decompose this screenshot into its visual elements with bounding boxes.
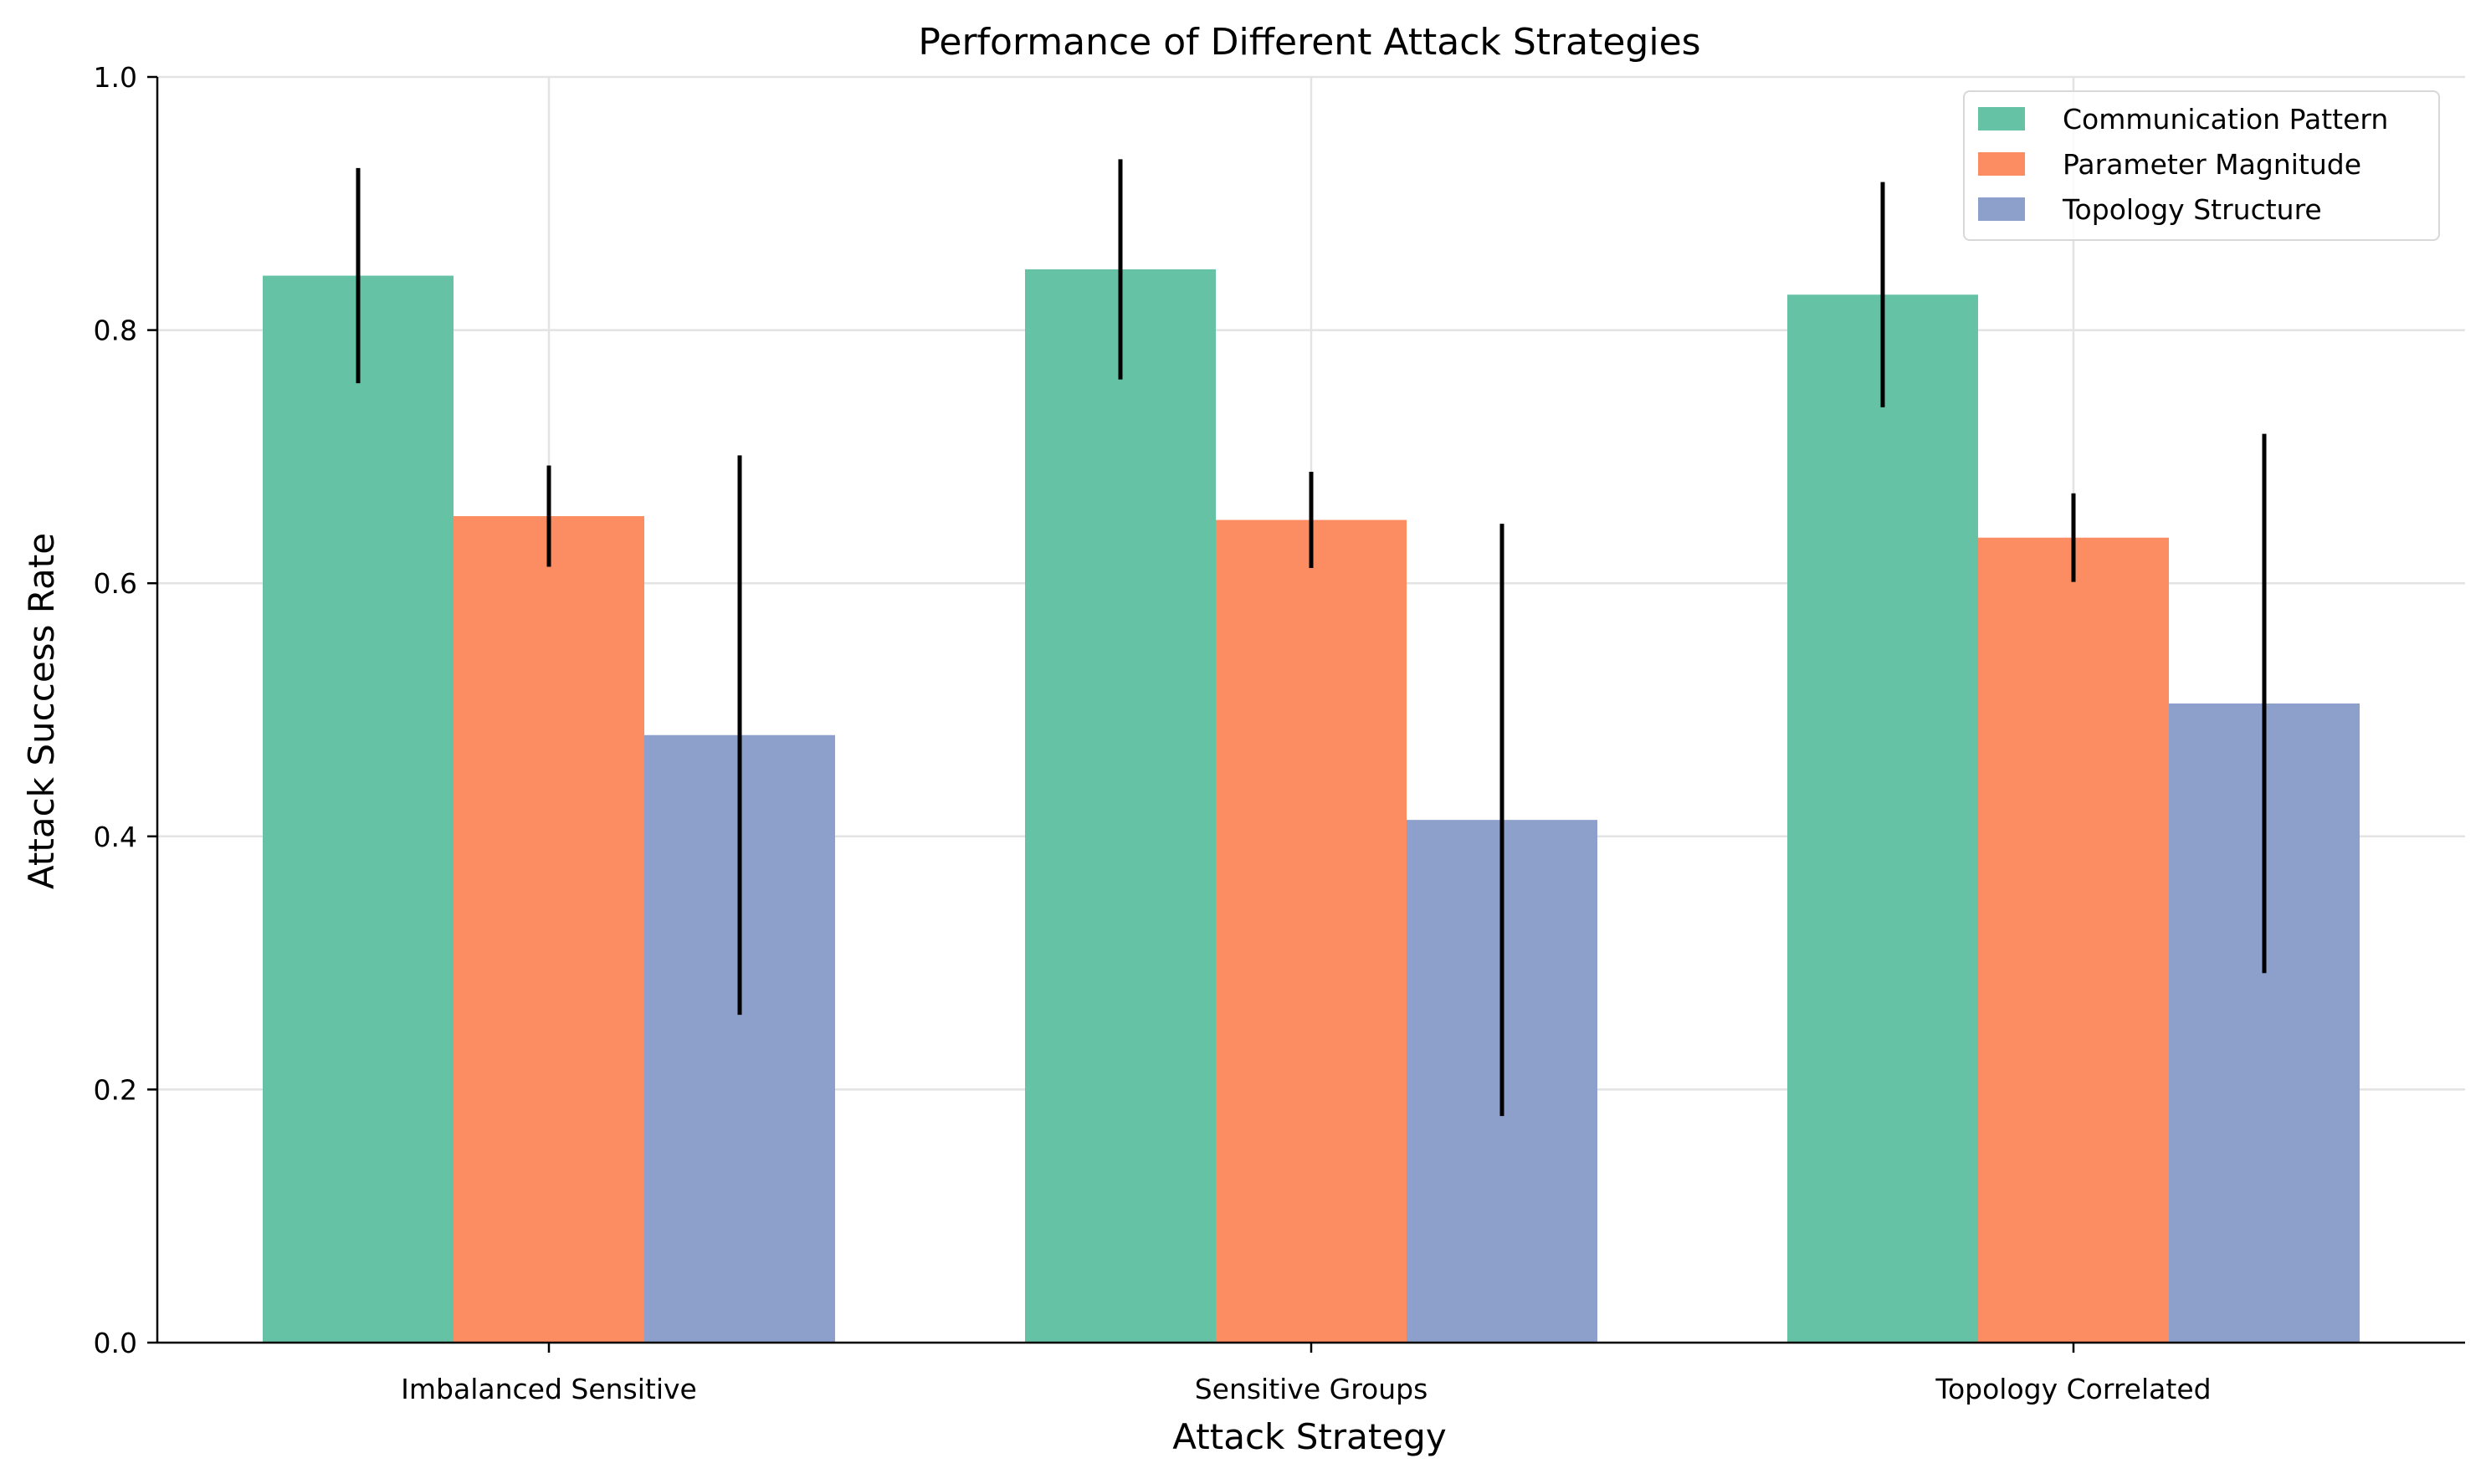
- legend-label-parameter-magnitude: Parameter Magnitude: [2063, 148, 2361, 181]
- ticks-layer: 0.0 0.2 0.4 0.6 0.8 1.0 Imbalanced Sensitive Se…: [94, 61, 2212, 1405]
- legend-swatch-topology-structure: [1978, 197, 2025, 221]
- x-tick-label: Topology Correlated: [1935, 1373, 2211, 1405]
- x-tick-label: Imbalanced Sensitive: [401, 1373, 697, 1405]
- bar-parameter-magnitude: [1978, 537, 2169, 1343]
- bar-communication-pattern: [1787, 294, 1978, 1343]
- bar-parameter-magnitude: [1216, 519, 1407, 1343]
- x-tick-label: Sensitive Groups: [1195, 1373, 1428, 1405]
- y-axis-label: Attack Success Rate: [21, 533, 62, 889]
- chart-title: Performance of Different Attack Strategi…: [918, 21, 1700, 64]
- bar-communication-pattern: [263, 275, 454, 1343]
- y-tick-label: 0.6: [94, 567, 137, 600]
- legend-swatch-communication-pattern: [1978, 107, 2025, 130]
- y-tick-label: 0.4: [94, 821, 137, 853]
- legend-frame: [1963, 90, 2440, 241]
- y-tick-label: 0.8: [94, 315, 137, 347]
- legend-label-topology-structure: Topology Structure: [2062, 193, 2322, 226]
- legend-swatch-parameter-magnitude: [1978, 152, 2025, 176]
- y-tick-label: 0.2: [94, 1073, 137, 1106]
- legend: Communication Pattern Parameter Magnitud…: [1963, 90, 2440, 241]
- y-tick-label: 1.0: [94, 61, 137, 94]
- error-bars-layer: [356, 159, 2267, 1117]
- x-axis-label: Attack Strategy: [1172, 1416, 1446, 1457]
- bar-parameter-magnitude: [454, 516, 644, 1343]
- bars-layer: [263, 269, 2360, 1343]
- y-tick-label: 0.0: [94, 1327, 137, 1359]
- bar-communication-pattern: [1025, 269, 1216, 1343]
- legend-label-communication-pattern: Communication Pattern: [2063, 103, 2388, 136]
